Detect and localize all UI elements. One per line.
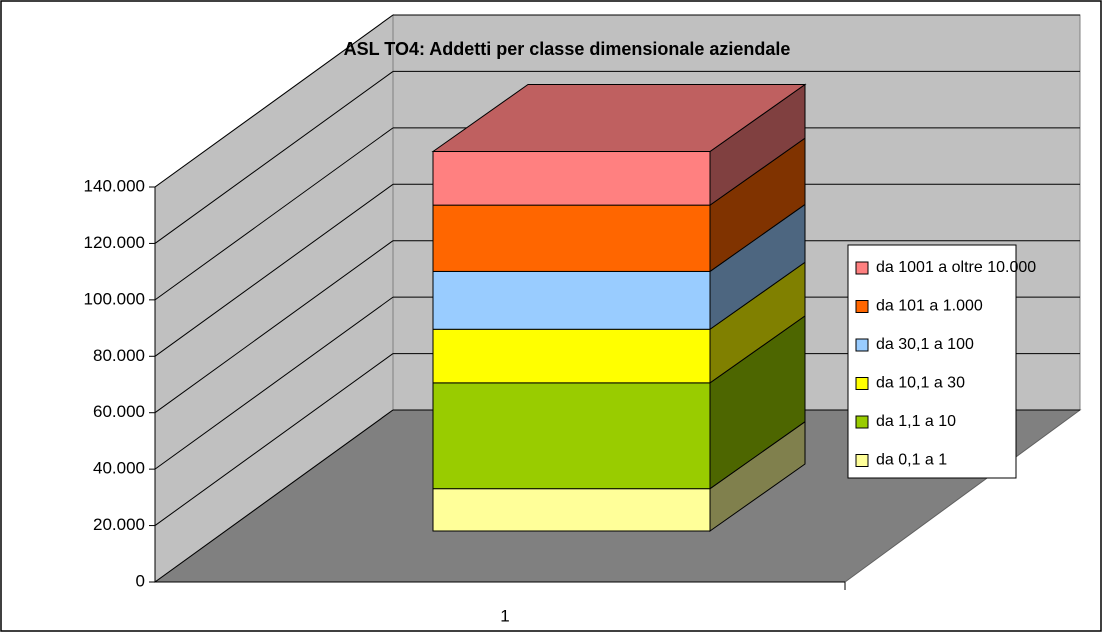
x-tick-label: 1 — [500, 606, 509, 625]
bar-front — [432, 151, 711, 206]
grid-line — [154, 71, 394, 244]
legend-label: da 0,1 a 1 — [876, 452, 947, 469]
grid-line — [154, 183, 394, 357]
y-tick-label: 20.000 — [93, 515, 145, 534]
grid-line — [154, 240, 394, 414]
grid-line — [154, 127, 394, 301]
y-tick-label: 100.000 — [84, 289, 145, 308]
bar-front — [432, 270, 711, 330]
legend-label: da 1,1 a 10 — [876, 413, 956, 430]
grid-line — [154, 14, 394, 188]
legend-swatch — [855, 338, 869, 352]
legend-label: da 10,1 a 30 — [876, 375, 965, 392]
legend-swatch — [855, 377, 869, 390]
legend-label: da 1001 a oltre 10.000 — [876, 259, 1036, 276]
legend — [847, 244, 1017, 479]
legend-swatch — [855, 454, 869, 467]
y-tick-label: 0 — [136, 571, 145, 590]
y-tick-label: 120.000 — [84, 233, 145, 252]
legend-swatch — [855, 300, 869, 313]
bars — [431, 83, 807, 532]
bar-front — [432, 204, 711, 272]
y-tick-label: 40.000 — [93, 459, 145, 478]
y-tick-label: 140.000 — [84, 176, 145, 195]
grid-line — [154, 353, 394, 526]
bar-front — [432, 382, 711, 490]
grid-line — [154, 409, 394, 583]
legend-swatch — [855, 261, 869, 275]
legend-items: da 0,1 a 1 da 1,1 a 10 da 10,1 a 30 da 30,1… — [855, 259, 1036, 469]
grid-line — [154, 296, 394, 470]
bar-top — [431, 84, 807, 153]
legend-label: da 101 a 1.000 — [876, 298, 983, 315]
legend-swatch — [855, 415, 869, 429]
legend-label: da 30,1 a 100 — [876, 336, 974, 353]
y-tick-label: 80.000 — [93, 346, 145, 365]
y-tick-label: 60.000 — [93, 402, 145, 421]
bar-front — [432, 488, 711, 532]
bar-front — [432, 328, 711, 384]
chart-title: ASL TO4: Addetti per classe dimensionale… — [344, 39, 791, 59]
